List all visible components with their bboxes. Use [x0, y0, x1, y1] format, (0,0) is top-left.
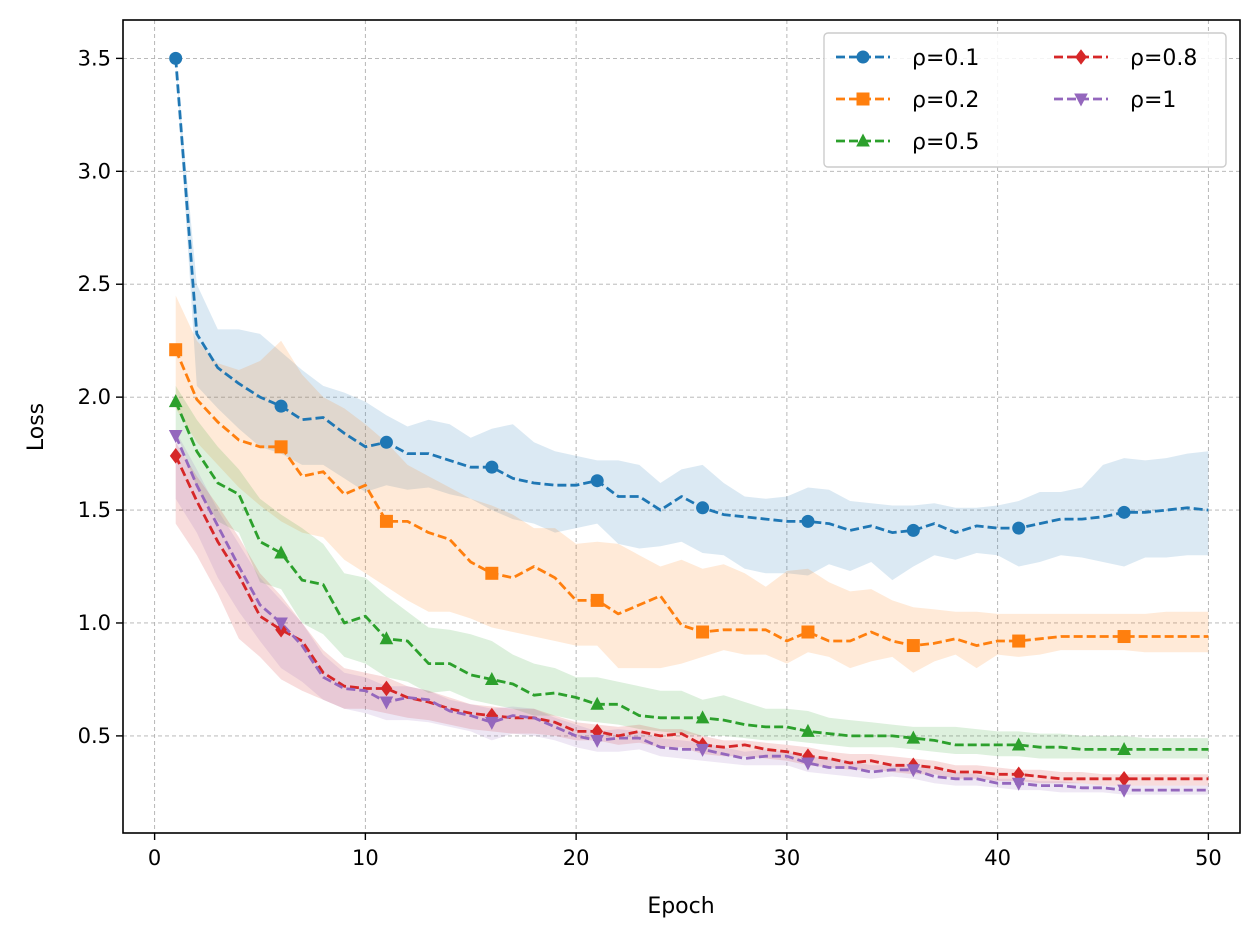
series-markers: [168, 51, 1131, 798]
series-3-point: [168, 394, 183, 408]
series-4-point: [591, 723, 604, 740]
series-5-point: [274, 617, 288, 631]
series-2-point: [1012, 634, 1026, 648]
y-tick-label: 2.5: [78, 272, 111, 296]
series-4-point: [1118, 771, 1130, 787]
series-2-band: [175, 295, 1209, 673]
series-3-point: [590, 696, 605, 710]
series-3-point: [274, 545, 288, 559]
series-5-point: [801, 757, 815, 771]
series-1-point: [379, 435, 393, 449]
series-5-point: [484, 716, 499, 730]
plot-frame: [122, 19, 1241, 834]
y-tick-label: 0.5: [78, 724, 111, 748]
legend-swatch-marker: [856, 133, 870, 147]
series-4-point: [485, 707, 498, 724]
legend: ρ=0.1 ρ=0.2 ρ=0.5 ρ=0.8 ρ=1: [823, 32, 1227, 168]
axis-ticks: 0 10 20 30 40 50 0.5 1.0 1.5 2.0 2.5 3.0 3.5: [78, 46, 1222, 870]
legend-label: ρ=0.2: [912, 88, 979, 113]
series-2-point: [590, 593, 604, 607]
y-tick-label: 1.0: [78, 611, 111, 635]
y-axis-title: Loss: [24, 403, 49, 451]
series-1-band: [175, 58, 1209, 581]
series-5-point: [379, 696, 394, 710]
x-tick-label: 0: [148, 846, 161, 870]
series-1-point: [169, 51, 183, 65]
series-5-point: [1011, 777, 1026, 791]
series-4-point: [169, 448, 182, 464]
series-4-point: [1012, 766, 1025, 783]
series-1-point: [1012, 521, 1026, 535]
x-tick-label: 40: [984, 846, 1011, 870]
series-2-point: [274, 440, 288, 454]
series-3-point: [1011, 737, 1026, 751]
y-tick-label: 2.0: [78, 385, 111, 409]
series-5-point: [906, 764, 921, 778]
series-1-line: [174, 58, 1209, 534]
series-2-point: [485, 566, 499, 580]
x-tick-label: 10: [352, 846, 379, 870]
series-3-point: [695, 710, 710, 724]
y-tick-label: 3.5: [78, 46, 111, 70]
x-axis-title: Epoch: [647, 894, 714, 919]
legend-label: ρ=1: [1130, 88, 1176, 113]
series-2-point: [169, 343, 183, 357]
x-tick-label: 50: [1195, 846, 1222, 870]
series-2-point: [906, 639, 920, 653]
series-5-point: [1117, 784, 1131, 798]
series-5-point: [695, 743, 710, 757]
series-2-point: [801, 625, 815, 639]
series-1-point: [274, 399, 288, 413]
legend-label: ρ=0.5: [912, 130, 979, 155]
legend-box: [823, 32, 1227, 168]
series-3-point: [1117, 741, 1131, 755]
series-1-point: [1117, 505, 1131, 519]
series-4-point: [802, 748, 814, 765]
series-1-point: [590, 474, 604, 488]
series-4-band: [175, 442, 1209, 786]
series-3-point: [801, 723, 815, 737]
series-2-point: [1117, 630, 1131, 644]
series-5-point: [590, 734, 605, 748]
legend-swatch-marker: [1075, 49, 1087, 65]
series-lines: [174, 58, 1209, 792]
legend-label: ρ=0.1: [912, 46, 979, 71]
series-1-point: [485, 460, 499, 474]
series-3-band: [175, 385, 1209, 759]
series-2-point: [696, 625, 710, 639]
series-5-point: [168, 430, 183, 444]
y-tick-label: 3.0: [78, 159, 111, 183]
series-4-point: [380, 680, 393, 697]
series-3-point: [906, 730, 921, 744]
series-2-line: [174, 349, 1209, 647]
legend-swatch-marker: [1074, 93, 1088, 107]
series-3-point: [379, 631, 394, 645]
y-tick-label: 1.5: [78, 498, 111, 522]
x-tick-label: 30: [774, 846, 801, 870]
legend-swatch-marker: [856, 92, 870, 106]
series-3-point: [484, 671, 499, 685]
x-tick-label: 20: [563, 846, 590, 870]
series-4-line: [174, 455, 1209, 781]
series-2-point: [379, 514, 393, 528]
legend-swatch-marker: [856, 50, 870, 64]
series-1-point: [906, 523, 920, 537]
legend-label: ρ=0.8: [1130, 46, 1197, 71]
series-3-line: [174, 401, 1209, 751]
series-1-point: [696, 501, 710, 515]
series-1-point: [801, 514, 815, 528]
series-5-line: [174, 434, 1209, 792]
